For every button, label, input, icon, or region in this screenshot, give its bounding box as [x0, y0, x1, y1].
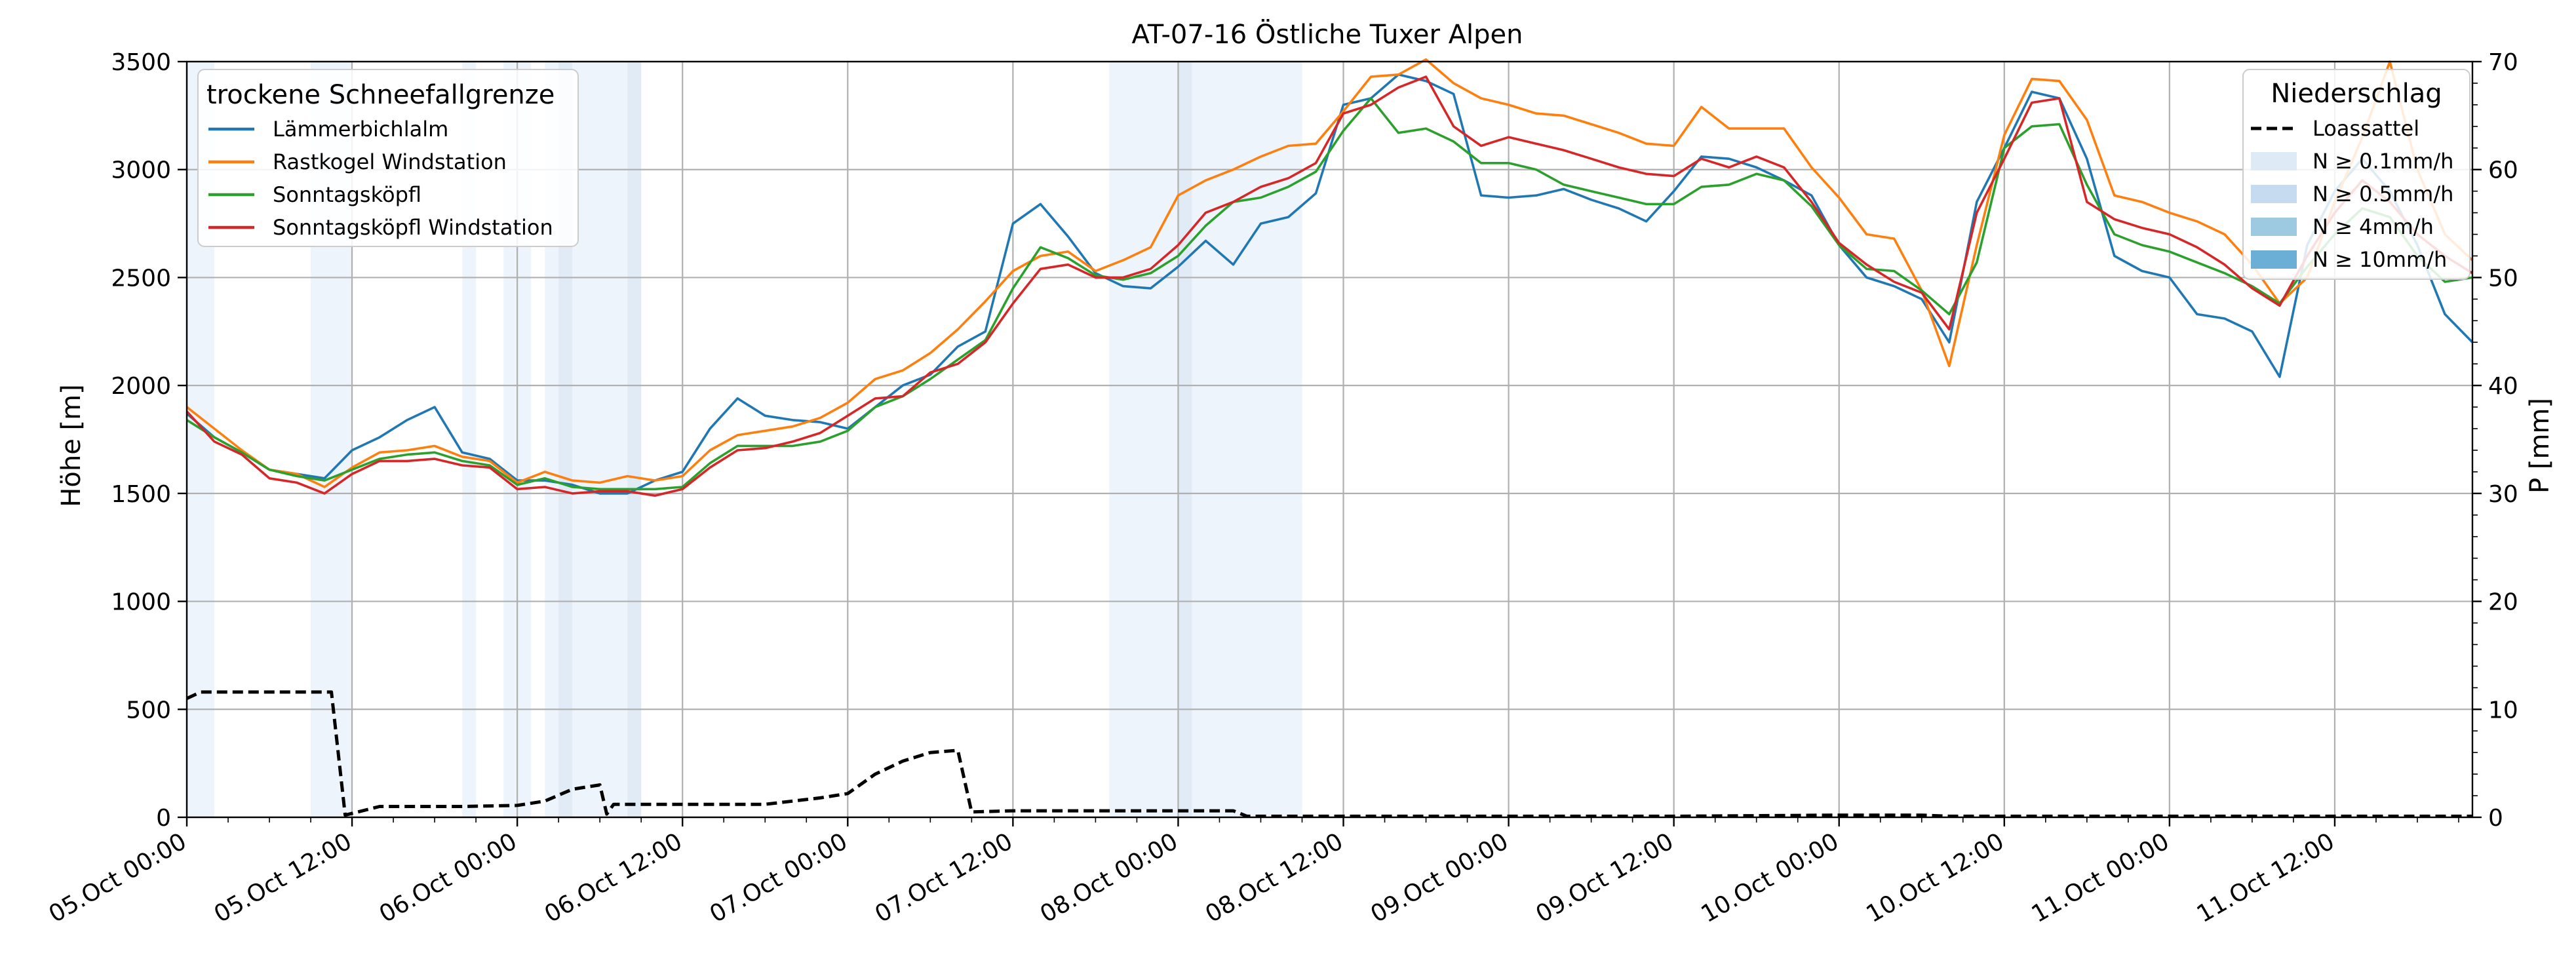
y-right-tick-label: 50	[2488, 265, 2518, 292]
precip-band	[572, 62, 628, 817]
y-right-tick-label: 20	[2488, 589, 2518, 616]
precip-band	[545, 62, 559, 817]
legend-band-label: N ≥ 0.5mm/h	[2313, 182, 2453, 206]
legend-series-label: Rastkogel Windstation	[273, 149, 507, 174]
y-right-tick-label: 60	[2488, 157, 2518, 184]
chart-title: AT-07-16 Östliche Tuxer Alpen	[1131, 18, 1523, 50]
y-left-tick-label: 3500	[111, 49, 171, 76]
y-right-tick-label: 40	[2488, 373, 2518, 400]
precip-band	[1192, 62, 1302, 817]
precip-band	[1178, 62, 1192, 817]
precip-band	[627, 62, 642, 817]
series-line	[185, 58, 2474, 488]
plot-frame	[185, 60, 2474, 819]
legend-band-swatch	[2251, 218, 2297, 236]
y-right-tick-label: 70	[2488, 49, 2518, 76]
legend-band-label: N ≥ 4mm/h	[2313, 214, 2434, 239]
legend-band-swatch	[2251, 185, 2297, 203]
series-line	[185, 690, 2472, 818]
legend-band-label: N ≥ 0.1mm/h	[2313, 149, 2453, 174]
legend-band-swatch	[2251, 152, 2297, 170]
data-lines	[185, 58, 2474, 818]
axis-ticks	[178, 60, 2482, 826]
y-left-tick-label: 3000	[111, 157, 171, 184]
y-right-tick-label: 10	[2488, 697, 2518, 724]
legend-series-label: Sonntagsköpfl Windstation	[273, 215, 553, 240]
legend-snowline-title: trockene Schneefallgrenze	[206, 80, 555, 110]
precip-band	[1109, 62, 1179, 817]
y-left-tick-label: 2500	[111, 265, 171, 292]
series-line	[185, 73, 2474, 495]
legend-snowline: trockene Schneefallgrenze Lämmerbichlalm…	[197, 69, 579, 247]
legend-series-label: Lämmerbichlalm	[273, 117, 448, 142]
series-line	[185, 75, 2473, 497]
series-line	[186, 97, 2473, 491]
y-axis-left-label: Höhe [m]	[56, 384, 87, 507]
legend-line-label: Loassattel	[2313, 116, 2419, 141]
y-left-tick-label: 2000	[111, 373, 171, 400]
legend-precipitation: Niederschlag Loassattel N ≥ 0.1mm/h N ≥ 0…	[2242, 69, 2470, 280]
y-right-tick-label: 30	[2488, 481, 2518, 508]
y-axis-right-label: P [mm]	[2525, 398, 2555, 494]
y-right-tick-label: 0	[2488, 805, 2503, 832]
precip-band	[462, 62, 477, 817]
legend-series-label: Sonntagsköpfl	[273, 182, 421, 207]
y-left-tick-label: 1000	[111, 589, 171, 616]
legend-precipitation-title: Niederschlag	[2271, 79, 2442, 109]
y-left-tick-label: 0	[156, 805, 171, 832]
legend-band-label: N ≥ 10mm/h	[2313, 247, 2447, 272]
legend-band-swatch	[2251, 250, 2297, 269]
y-left-tick-label: 500	[126, 697, 171, 724]
precip-band	[558, 62, 573, 817]
y-left-tick-label: 1500	[111, 481, 171, 508]
